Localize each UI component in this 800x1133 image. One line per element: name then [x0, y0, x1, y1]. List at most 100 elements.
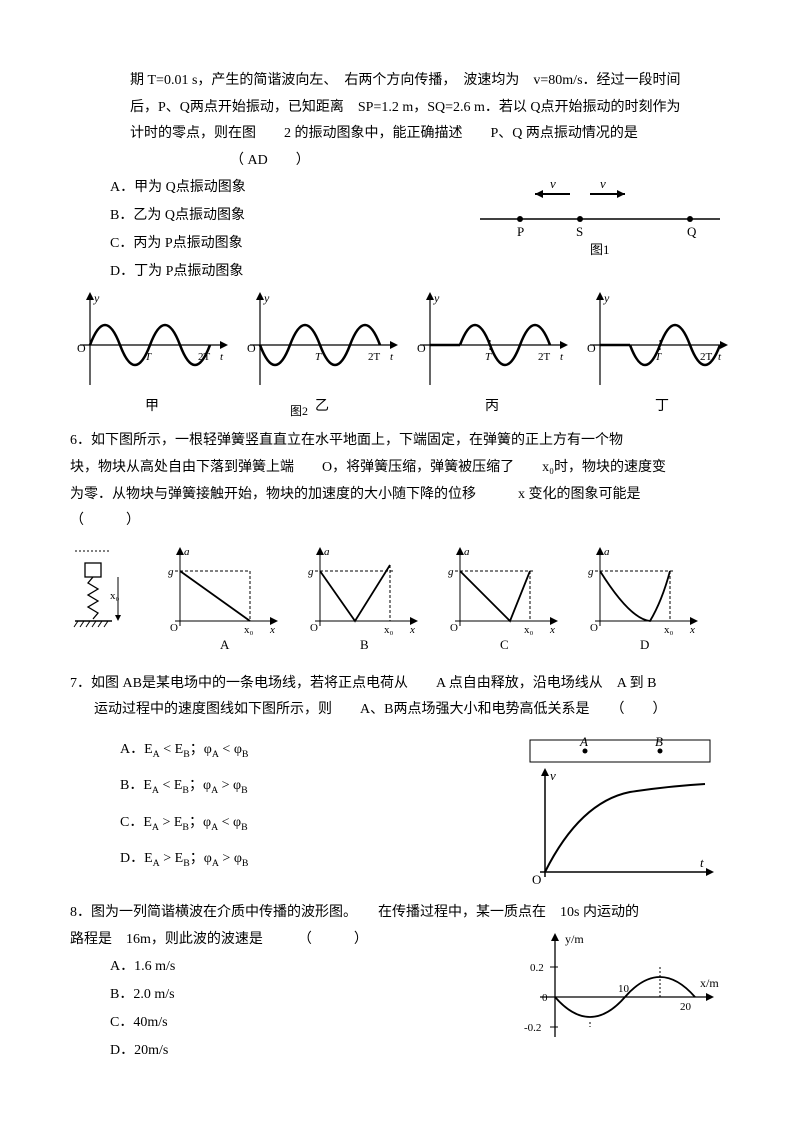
q8-optA: A．1.6 m/s	[110, 953, 510, 981]
q5-optC: C．丙为 P点振动图象	[110, 230, 470, 258]
svg-text:A: A	[579, 734, 588, 749]
svg-text:0.2: 0.2	[530, 962, 544, 974]
svg-text:10: 10	[618, 983, 630, 995]
svg-text:a: a	[604, 546, 610, 558]
svg-text:x₀: x₀	[664, 624, 674, 636]
q6-line3: 为零．从物块与弹簧接触开始，物块的加速度的大小随下降的位移 x 变化的图象可能是	[70, 482, 730, 509]
label-v-right: v	[600, 176, 606, 191]
svg-text:a: a	[184, 546, 190, 558]
svg-text:2T: 2T	[198, 351, 211, 363]
svg-text:t: t	[220, 351, 224, 363]
q7-optA: A．EA < EB；φA < φB	[120, 732, 510, 768]
svg-text:C: C	[500, 637, 509, 652]
svg-text:y: y	[603, 291, 610, 305]
q5-line2: 后，P、Q两点开始振动，已知距离 SP=1.2 m，SQ=2.6 m．若以 Q点…	[130, 95, 730, 122]
q7-optD: D．EA > EB；φA > φB	[120, 841, 510, 877]
q8-optD: D．20m/s	[110, 1037, 510, 1065]
q8-body: 路程是 16m，则此波的波速是 （ ） A．1.6 m/s B．2.0 m/s …	[70, 927, 510, 1066]
svg-text:v: v	[550, 768, 556, 783]
svg-text:B: B	[360, 637, 369, 652]
label-v-left: v	[550, 176, 556, 191]
svg-text:O: O	[247, 341, 256, 355]
svg-text:x₀: x₀	[244, 624, 254, 636]
svg-text:O: O	[310, 622, 318, 634]
svg-text:t: t	[700, 855, 704, 870]
svg-text:T: T	[145, 351, 152, 363]
svg-text:T: T	[655, 351, 662, 363]
svg-text:丙: 丙	[485, 399, 499, 414]
q7-optB: B．EA < EB；φA > φB	[120, 768, 510, 804]
svg-text:D: D	[640, 637, 649, 652]
question-7: 7．如图 AB是某电场中的一条电场线，若将正点电荷从 A 点自由释放，沿电场线从…	[70, 671, 730, 892]
svg-text:x/m: x/m	[700, 976, 719, 990]
question-5: 期 T=0.01 s，产生的简谐波向左、 右两个方向传播， 波速均为 v=80m…	[70, 68, 730, 420]
label-S: S	[576, 224, 583, 239]
svg-text:g: g	[448, 566, 454, 578]
label-P: P	[517, 224, 524, 239]
svg-text:O: O	[587, 341, 596, 355]
svg-text:B: B	[655, 734, 663, 749]
svg-text:x: x	[269, 624, 275, 636]
svg-text:t: t	[390, 351, 394, 363]
svg-text:x₀: x₀	[110, 590, 120, 602]
svg-text:2T: 2T	[368, 351, 381, 363]
svg-text:图2: 图2	[290, 404, 308, 418]
svg-text:O: O	[417, 341, 426, 355]
q5-optB: B．乙为 Q点振动图象	[110, 202, 470, 230]
svg-text:t: t	[560, 351, 564, 363]
svg-text:2T: 2T	[700, 351, 713, 363]
q8-optC: C．40m/s	[110, 1009, 510, 1037]
svg-text:甲: 甲	[145, 399, 159, 414]
svg-text:y: y	[433, 291, 440, 305]
q5-optD: D．丁为 P点振动图象	[110, 258, 470, 286]
q5-figure1: P S Q v v 图1	[470, 174, 730, 264]
svg-text:O: O	[590, 622, 598, 634]
q5-line3: 计时的零点，则在图 2 的振动图象中，能正确描述 P、Q 两点振动情况的是	[130, 121, 730, 148]
svg-text:x₀: x₀	[524, 624, 534, 636]
q5-line1: 期 T=0.01 s，产生的简谐波向左、 右两个方向传播， 波速均为 v=80m…	[130, 68, 730, 95]
svg-text:20: 20	[680, 1001, 692, 1013]
question-8: 8．图为一列简谐横波在介质中传播的波形图。 在传播过程中，某一质点在 10s 内…	[70, 900, 730, 1065]
svg-text:y: y	[93, 291, 100, 305]
q8-figure: y/m x/m 0.2 0 -0.2 10 20	[510, 927, 730, 1057]
svg-text:T: T	[315, 351, 322, 363]
svg-text:O: O	[450, 622, 458, 634]
svg-text:A: A	[220, 637, 230, 652]
svg-text:-0.2: -0.2	[524, 1022, 541, 1034]
q5-figure2: O y T 2T t 甲 O y T 2T t 乙 图2	[70, 290, 730, 420]
question-6: 6．如下图所示，一根轻弹簧竖直直立在水平地面上，下端固定，在弹簧的正上方有一个物…	[70, 428, 730, 660]
svg-text:x: x	[689, 624, 695, 636]
q6-figure: x₀ g a O x₀ x A	[70, 541, 730, 661]
svg-text:O: O	[532, 872, 541, 887]
label-Q: Q	[687, 224, 697, 239]
q7-optC: C．EA > EB；φA < φB	[120, 805, 510, 841]
q5-answer: （ AD ）	[130, 148, 730, 175]
svg-text:2T: 2T	[538, 351, 551, 363]
q7-options: A．EA < EB；φA < φB B．EA < EB；φA > φB C．EA…	[70, 732, 510, 878]
q7-figure: A B v t O	[510, 732, 730, 892]
q5-options: A．甲为 Q点振动图象 B．乙为 Q点振动图象 C．丙为 P点振动图象 D．丁为…	[70, 174, 470, 286]
svg-text:O: O	[77, 341, 86, 355]
q5-intro: 期 T=0.01 s，产生的简谐波向左、 右两个方向传播， 波速均为 v=80m…	[70, 68, 730, 174]
svg-text:g: g	[588, 566, 594, 578]
svg-text:丁: 丁	[655, 399, 669, 414]
fig1-caption: 图1	[590, 242, 610, 257]
svg-text:y: y	[263, 291, 270, 305]
svg-text:乙: 乙	[315, 398, 329, 414]
q6-line2: 块，物块从高处自由下落到弹簧上端 O，将弹簧压缩，弹簧被压缩了 x₀时，物块的速…	[70, 455, 730, 482]
svg-text:g: g	[308, 566, 314, 578]
q5-optA: A．甲为 Q点振动图象	[110, 174, 470, 202]
svg-text:0: 0	[542, 992, 548, 1004]
q7-line1: 7．如图 AB是某电场中的一条电场线，若将正点电荷从 A 点自由释放，沿电场线从…	[70, 671, 730, 698]
svg-text:x: x	[409, 624, 415, 636]
svg-text:x: x	[549, 624, 555, 636]
q6-line4: （ ）	[70, 508, 730, 535]
svg-text:t: t	[718, 351, 722, 363]
svg-text:O: O	[170, 622, 178, 634]
q8-optB: B．2.0 m/s	[110, 981, 510, 1009]
svg-text:T: T	[485, 351, 492, 363]
q8-line1: 8．图为一列简谐横波在介质中传播的波形图。 在传播过程中，某一质点在 10s 内…	[70, 900, 730, 927]
svg-text:a: a	[324, 546, 330, 558]
svg-text:x₀: x₀	[384, 624, 394, 636]
q8-line2: 路程是 16m，则此波的波速是 （ ）	[70, 927, 510, 954]
